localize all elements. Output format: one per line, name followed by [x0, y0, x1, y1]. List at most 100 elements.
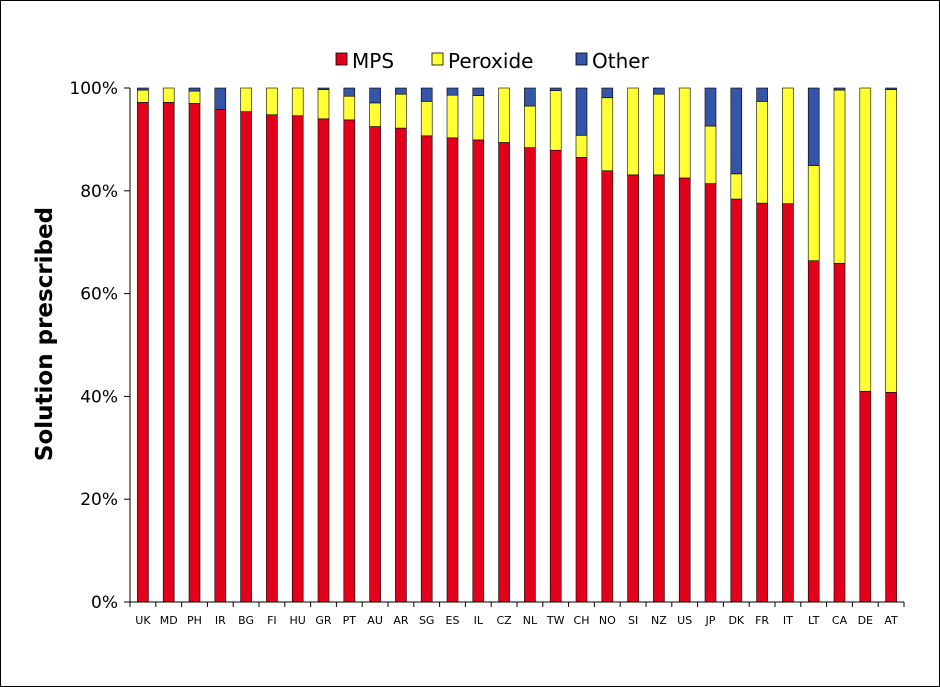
x-category-label: MD	[160, 614, 178, 627]
bar-segment-mps-es	[446, 137, 459, 603]
bar-segment-other-ca	[833, 87, 846, 91]
bar-segment-mps-ar	[395, 127, 407, 603]
bar-segment-mps-de	[859, 390, 872, 603]
bar-segment-other-fr	[756, 87, 768, 102]
bar-segment-mps-jp	[704, 183, 717, 603]
bar-segment-peroxide-cz	[498, 87, 510, 143]
x-category-label: SI	[628, 614, 638, 627]
x-category-label: HU	[290, 614, 306, 627]
legend-swatch-other	[575, 52, 588, 66]
bar-segment-mps-nz	[653, 174, 665, 603]
bar-segment-other-pt	[343, 87, 356, 97]
bar-segment-other-ar	[395, 87, 407, 95]
bar-segment-peroxide-at	[885, 89, 897, 393]
bar-segment-peroxide-de	[859, 87, 872, 392]
x-category-label: FR	[755, 614, 769, 627]
y-tick-label: 80%	[80, 182, 118, 202]
x-category-label: PT	[343, 614, 357, 627]
bar-segment-other-il	[472, 87, 485, 97]
bar-segment-mps-gr	[317, 118, 330, 603]
bar-segment-mps-us	[678, 177, 691, 603]
x-ticks-group: UK MD PH IR BG FI HU GR PT AU AR SG ES IL CZ NL TW CH NO SI…	[129, 602, 905, 627]
bar-segment-mps-sg	[420, 135, 433, 603]
bar-segment-other-au	[369, 87, 381, 104]
bar-segment-peroxide-il	[472, 95, 485, 141]
bar-segment-peroxide-gr	[317, 89, 330, 120]
bar-segment-mps-cz	[498, 142, 510, 603]
x-category-label: IL	[474, 614, 484, 627]
bar-segment-mps-uk	[137, 102, 149, 603]
bar-segment-peroxide-si	[627, 87, 639, 176]
bar-segment-other-ir	[214, 87, 227, 110]
bar-segment-peroxide-fi	[266, 87, 278, 116]
bar-segment-mps-hu	[291, 115, 304, 603]
x-category-label: BG	[238, 614, 254, 627]
bar-segment-peroxide-md	[162, 87, 175, 103]
bar-segment-other-lt	[807, 87, 820, 166]
bar-segment-other-dk	[730, 87, 743, 175]
bar-segment-other-gr	[317, 87, 330, 90]
bar-segment-other-ph	[188, 87, 201, 92]
x-category-label: CH	[574, 614, 590, 627]
bar-segment-mps-lt	[807, 260, 820, 603]
bar-segment-mps-md	[162, 102, 175, 603]
x-category-label: US	[677, 614, 692, 627]
bar-segment-peroxide-fr	[756, 101, 768, 204]
bar-segment-mps-ca	[833, 262, 846, 603]
x-category-label: NO	[599, 614, 616, 627]
y-tick-label: 60%	[80, 285, 118, 305]
legend-swatch-mps	[335, 52, 348, 66]
bar-segment-mps-bg	[240, 111, 252, 603]
x-category-label: LT	[808, 614, 820, 627]
bar-segment-other-uk	[137, 87, 149, 91]
bar-segment-peroxide-no	[601, 97, 614, 172]
bar-segment-mps-il	[472, 139, 485, 603]
x-category-label: IR	[215, 614, 226, 627]
bar-segment-peroxide-ph	[188, 90, 201, 104]
x-category-label: SG	[419, 614, 435, 627]
y-ticks-group: 0% 20% 40% 60% 80% 100%	[69, 79, 130, 613]
bar-segment-other-tw	[549, 87, 562, 91]
bar-segment-mps-fr	[756, 202, 768, 603]
x-category-label: IT	[783, 614, 793, 627]
bar-segment-peroxide-pt	[343, 95, 356, 121]
legend: MPS Peroxide Other	[335, 49, 650, 73]
x-category-label: NZ	[651, 614, 667, 627]
y-tick-label: 40%	[80, 387, 118, 407]
x-category-label: DE	[858, 614, 873, 627]
bar-segment-peroxide-lt	[807, 165, 820, 262]
bar-segment-peroxide-hu	[291, 87, 304, 117]
y-tick-label: 20%	[80, 490, 118, 510]
bar-segment-mps-no	[601, 170, 614, 603]
bar-segment-peroxide-ch	[575, 134, 588, 158]
x-category-label: TW	[546, 614, 565, 627]
bar-segment-mps-si	[627, 174, 639, 603]
bar-segment-mps-au	[369, 126, 381, 603]
bar-segment-peroxide-uk	[137, 89, 149, 103]
bar-segment-peroxide-sg	[420, 101, 433, 137]
y-tick-label: 0%	[91, 593, 118, 613]
bar-segment-peroxide-ar	[395, 93, 407, 129]
bar-segment-mps-ch	[575, 157, 588, 603]
bar-segment-other-nz	[653, 87, 665, 95]
bar-segment-peroxide-tw	[549, 90, 562, 151]
x-category-label: AU	[367, 614, 383, 627]
x-category-label: FI	[267, 614, 277, 627]
bar-segment-peroxide-jp	[704, 125, 717, 184]
bar-segment-peroxide-nz	[653, 93, 665, 176]
bar-segment-other-nl	[524, 87, 536, 107]
bar-segment-peroxide-es	[446, 94, 459, 139]
y-axis-label: Solution prescribed	[32, 207, 58, 461]
y-tick-label: 100%	[69, 79, 118, 99]
x-category-label: AR	[393, 614, 409, 627]
bar-segment-other-no	[601, 87, 614, 99]
bar-segment-mps-tw	[549, 149, 562, 603]
legend-label-other: Other	[592, 49, 650, 73]
bar-segment-mps-dk	[730, 198, 743, 603]
bar-segment-other-sg	[420, 87, 433, 102]
bar-segment-peroxide-dk	[730, 173, 743, 200]
x-category-label: UK	[135, 614, 151, 627]
bar-segment-peroxide-nl	[524, 105, 536, 148]
bar-segment-mps-ir	[214, 109, 227, 603]
